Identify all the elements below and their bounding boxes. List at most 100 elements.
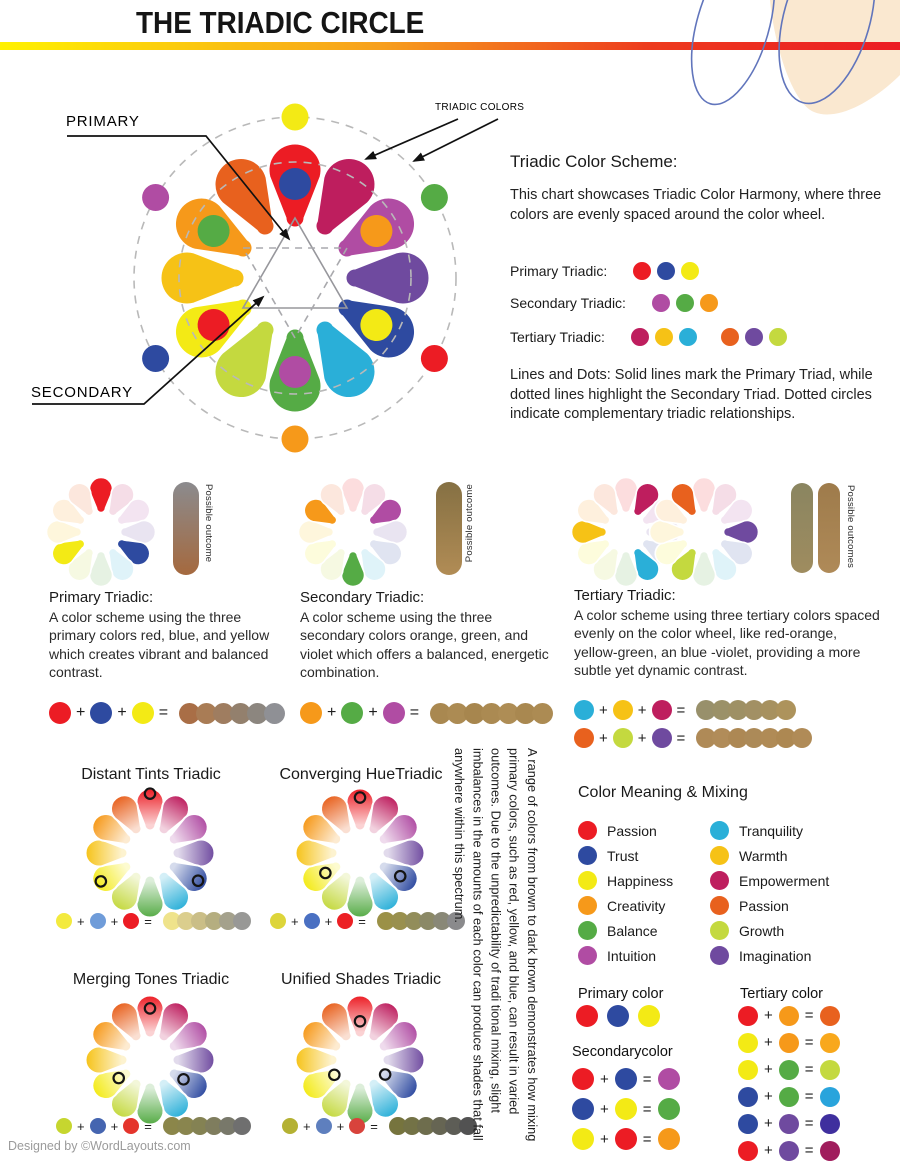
triad-marker-ring: [143, 1002, 157, 1015]
color-dot: [657, 262, 676, 280]
color-dot: [778, 1140, 799, 1161]
color-dot: [657, 1128, 680, 1150]
outcome-bar-label: Possible outcome: [464, 484, 475, 563]
legend-item: Warmth: [710, 843, 829, 868]
color-dot: [738, 1059, 758, 1080]
wheel-petal: [613, 550, 639, 587]
color-dot: [162, 912, 181, 930]
wheel-petal: [345, 874, 375, 919]
operator-sign: +: [324, 913, 333, 929]
color-dot: [651, 294, 670, 312]
wheel-petal: [135, 787, 165, 832]
color-dot: [213, 702, 235, 724]
color-dot: [744, 728, 765, 748]
wheel-petal: [301, 1020, 343, 1053]
wheel-petal: [91, 860, 133, 893]
primary-triangle: [241, 216, 349, 309]
wheel-petal: [377, 860, 419, 893]
primary-mix-equation: + + =: [49, 702, 286, 724]
bottom-wheel-title: Merging Tones Triadic: [72, 971, 230, 988]
outer-dashed-circle: [133, 116, 457, 440]
wheel-petal: [368, 538, 403, 566]
color-dot: [657, 1098, 680, 1120]
legend-label: Intuition: [607, 947, 657, 964]
legend-item: Tranquility: [710, 818, 829, 843]
wheel-petal: [345, 787, 375, 832]
color-dot: [232, 912, 251, 930]
merging-tones-equation: + + =: [56, 1117, 251, 1135]
operator-sign: =: [409, 704, 420, 721]
wheel-petal: [91, 813, 133, 846]
color-dot: [56, 1118, 72, 1134]
color-dot: [578, 846, 597, 865]
secondary-color-heading: Secondarycolor: [572, 1044, 673, 1060]
wheel-petal: [157, 1077, 190, 1119]
color-dot: [123, 913, 140, 929]
color-dot: [89, 913, 106, 929]
color-dot: [572, 1128, 594, 1150]
wheel-petal: [613, 477, 639, 514]
scheme-note: Lines and Dots: Solid lines mark the Pri…: [510, 367, 873, 423]
operator-sign: +: [291, 913, 299, 929]
operator-sign: +: [764, 1007, 773, 1024]
tertiary-color-heading: Tertiary color: [740, 986, 823, 1002]
color-dot: [315, 1118, 332, 1134]
color-dot: [390, 912, 409, 930]
triad-marker-ring: [94, 875, 108, 888]
operator-sign: =: [144, 913, 152, 929]
wheel-petal: [654, 538, 689, 566]
color-dot: [612, 728, 633, 748]
operator-sign: +: [77, 913, 85, 929]
color-dot: [720, 328, 739, 346]
color-dot: [678, 328, 697, 346]
complementary-outer-dot: [142, 345, 170, 372]
wheel-petal: [381, 838, 426, 868]
panel-body: A color scheme using the three secondary…: [300, 609, 549, 681]
triad-marker-ring: [378, 1068, 392, 1081]
color-dot: [738, 1113, 758, 1134]
panel-heading: Tertiary Triadic:: [574, 587, 676, 604]
outcome-dot-series: [696, 728, 813, 748]
mixing-row: + =: [738, 1110, 840, 1137]
color-dot: [776, 700, 797, 720]
operator-sign: =: [804, 1088, 814, 1105]
operator-sign: +: [764, 1088, 773, 1105]
color-dot: [56, 913, 72, 929]
triadic-arrow-2: [412, 118, 499, 162]
legend-item: Imagination: [710, 943, 829, 968]
operator-sign: =: [676, 729, 686, 747]
color-dot: [738, 1032, 758, 1053]
legend-label: Passion: [739, 897, 789, 914]
color-dot: [572, 1068, 594, 1090]
color-dot: [578, 871, 597, 890]
inner-dashed-circle: [178, 161, 412, 395]
wheel-petal: [110, 1077, 143, 1119]
wheel-petal: [576, 498, 611, 526]
wheel-petal: [67, 547, 95, 582]
color-dot: [382, 702, 405, 724]
color-dot: [738, 1086, 758, 1107]
complementary-outer-dot: [281, 425, 309, 453]
secondary-mix-equation: + + =: [300, 702, 554, 724]
color-dot: [270, 913, 286, 929]
peach-blob-shape: [770, 0, 900, 115]
outcome-dot-series: [376, 912, 465, 930]
wheel-petal: [340, 550, 366, 587]
wheel-petal: [345, 1081, 375, 1126]
secondary-label: SECONDARY: [31, 384, 133, 401]
operator-sign: =: [642, 1130, 652, 1148]
wheel-petal: [592, 547, 620, 582]
wheel-petal: [320, 870, 353, 912]
scheme-row-label: Tertiary Triadic:: [510, 329, 605, 345]
legend-label: Growth: [739, 922, 785, 939]
operator-sign: +: [764, 1142, 773, 1159]
legend-item: Balance: [578, 918, 673, 943]
color-dot: [654, 328, 673, 346]
color-dot: [744, 700, 765, 720]
operator-sign: +: [110, 913, 119, 929]
operator-sign: +: [637, 701, 647, 719]
color-dot: [196, 702, 218, 724]
triad-marker-ring: [319, 866, 332, 880]
operator-sign: +: [764, 1061, 773, 1078]
operator-sign: +: [764, 1034, 773, 1051]
